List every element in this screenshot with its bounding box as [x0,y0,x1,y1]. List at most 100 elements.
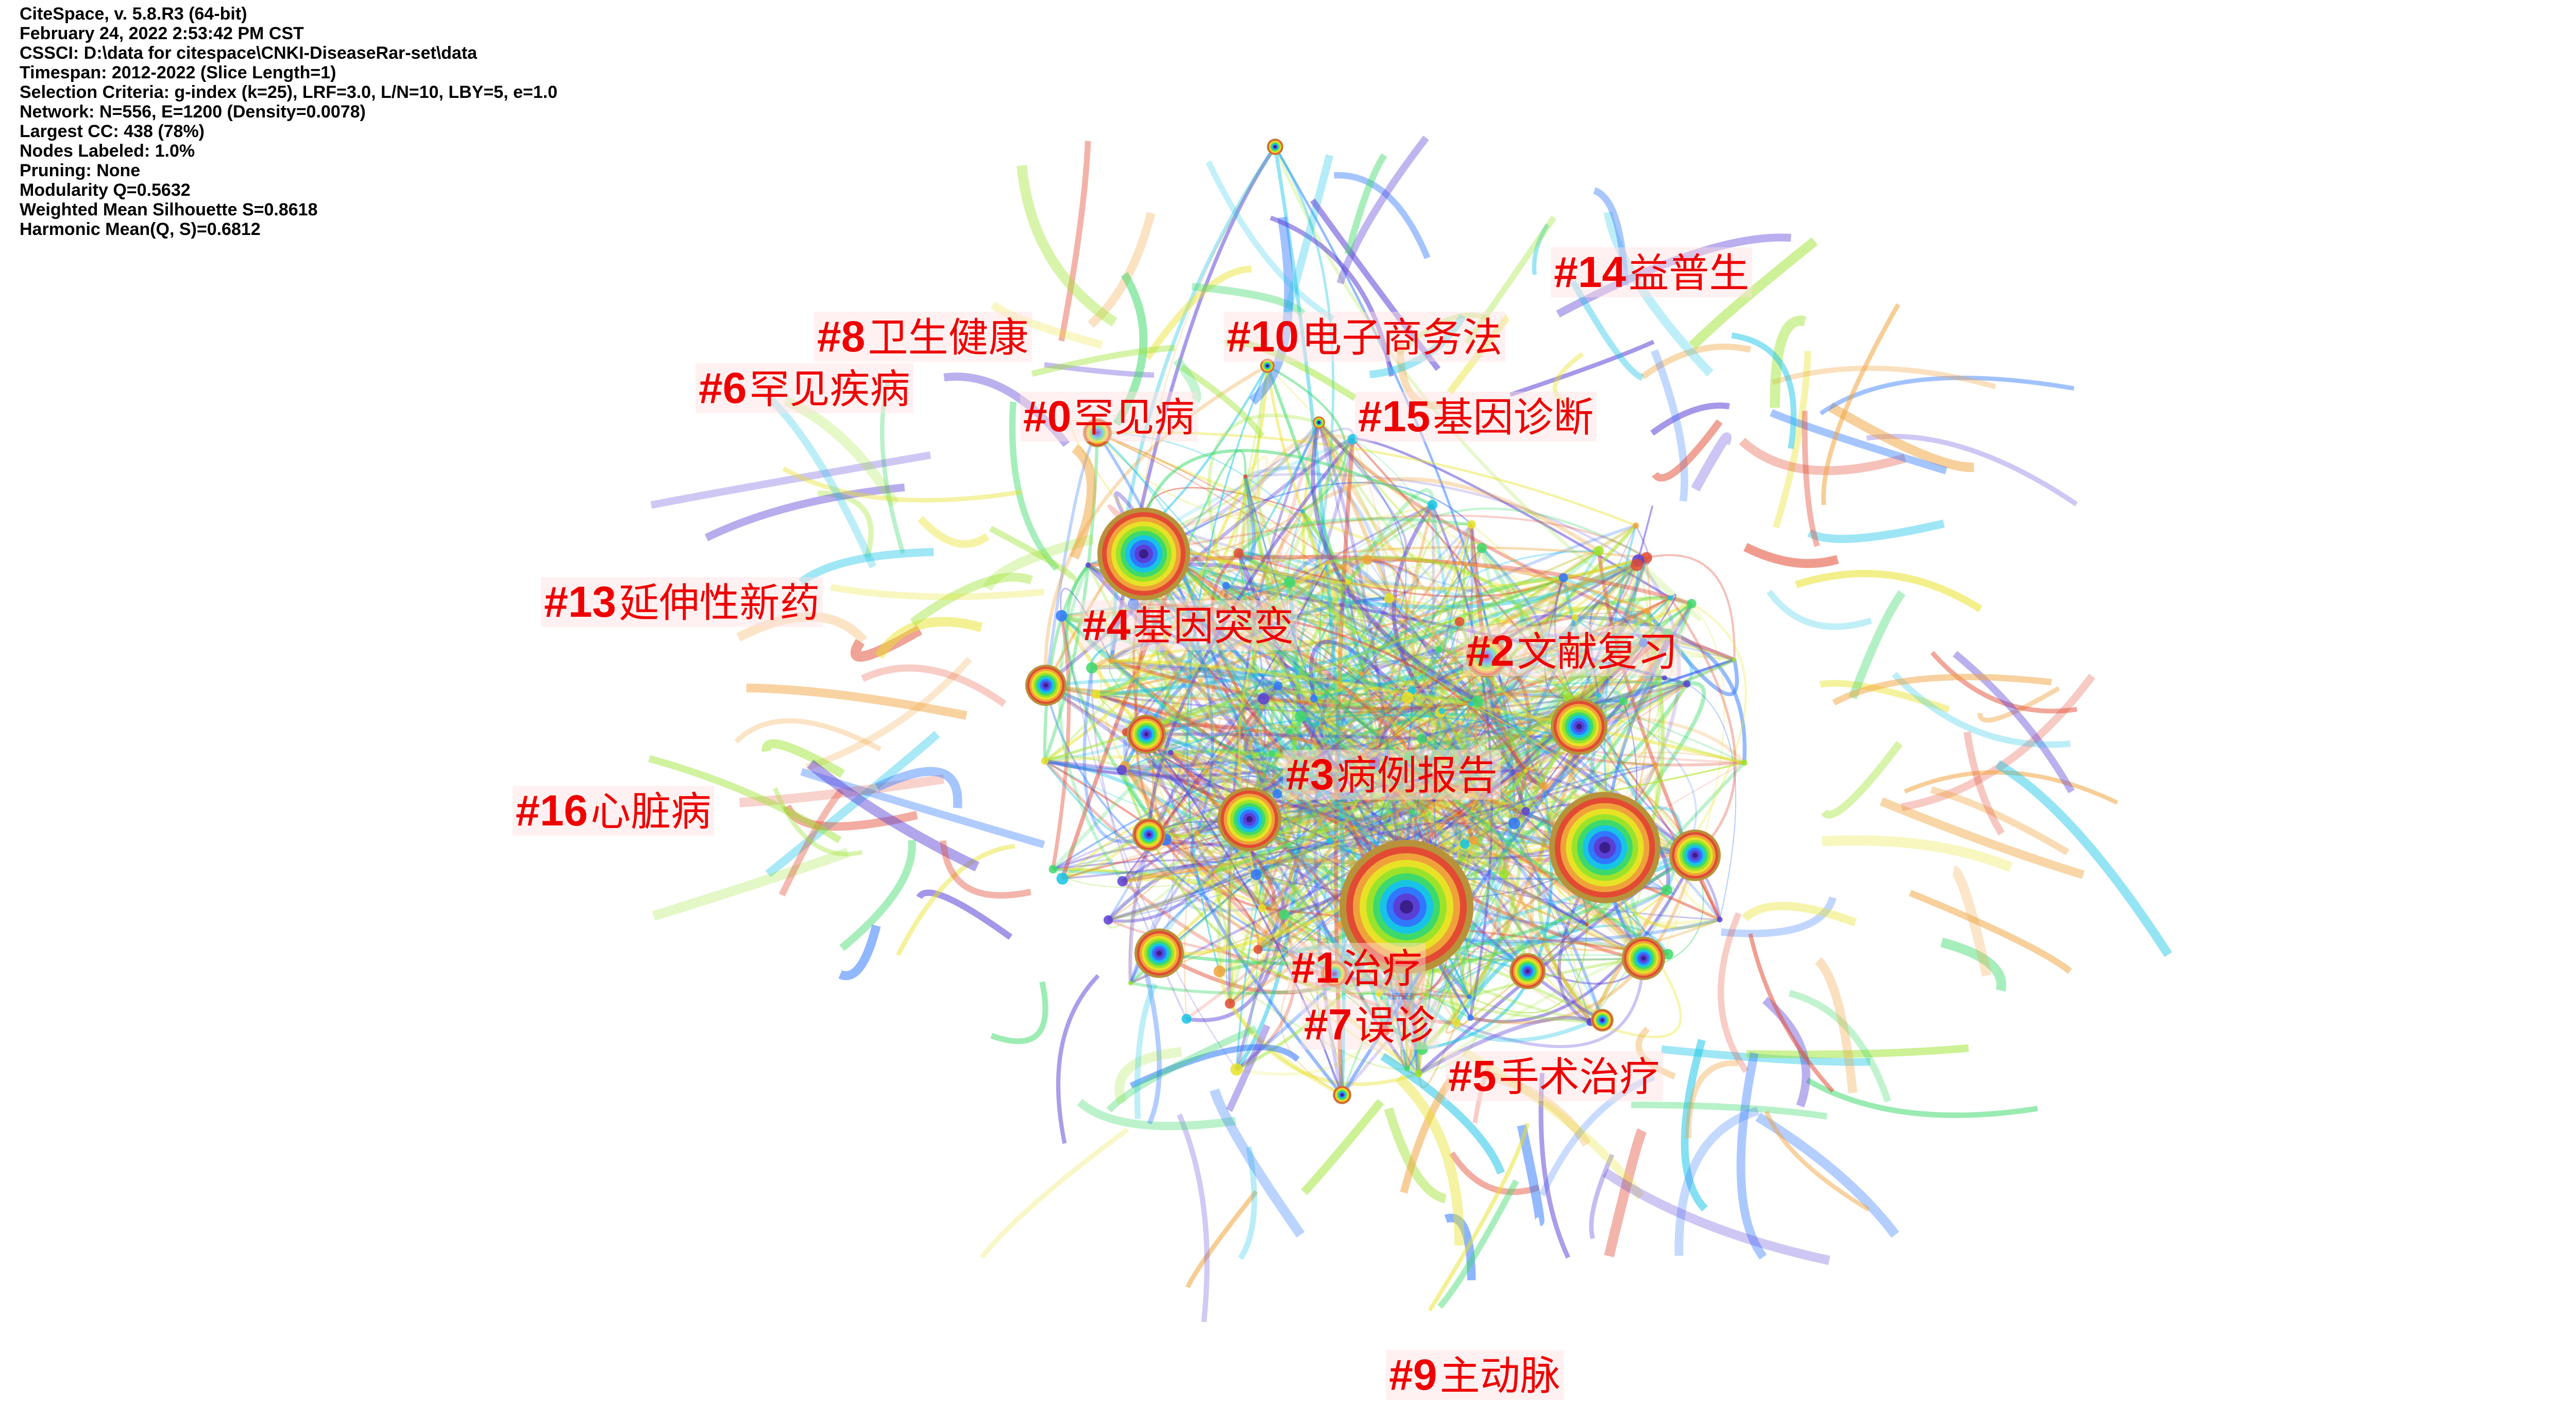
minor-node [1667,595,1673,601]
pruning: Pruning: None [20,161,141,180]
reference-node [1622,937,1665,980]
edge [1313,641,1644,700]
edge [1179,564,1409,1070]
edge [1223,585,1361,777]
minor-node [1347,434,1358,445]
edge [783,396,899,507]
cluster-id: #7 [1304,1000,1352,1049]
edge [1087,564,1478,703]
minor-node [1467,520,1476,529]
cluster-label-16: #16 心脏病 [513,786,715,836]
minor-node [1345,579,1351,584]
edge [1788,990,1891,1103]
edge [1142,522,1335,974]
edge [1375,706,1443,770]
edge [1142,741,1408,1070]
edge [1367,559,1408,764]
minor-node [1384,593,1395,603]
cluster-name: 文献复习 [1517,629,1678,675]
edge [1232,655,1487,825]
edge [1108,752,1191,921]
edge [1273,146,1346,1095]
edge [1091,558,1368,670]
edge [1240,476,1251,820]
edge [940,840,1032,899]
edge [1391,787,1662,966]
edge [1170,698,1265,765]
reference-node [1097,508,1190,600]
edge [1513,823,1668,921]
edge [1645,610,1739,697]
edge [1248,510,1304,615]
minor-node [1596,692,1601,698]
edge [1244,466,1391,599]
nodes-labeled: Nodes Labeled: 1.0% [20,141,195,161]
reference-node [1267,139,1283,155]
edge [1097,432,1361,777]
edge [1129,648,1440,984]
edge [1651,349,1688,502]
edge [1225,365,1268,586]
edge [1411,564,1638,813]
edge [1819,376,2075,416]
edge [1291,559,1369,842]
edge [1229,764,1656,1004]
edge [1743,543,1839,568]
cluster-name: 罕见疾病 [749,366,910,413]
edge [1433,597,1672,802]
minor-node [1181,1014,1192,1024]
edge [1128,684,1279,983]
edge [1301,510,1367,701]
edge [1261,597,1671,910]
edge [1287,555,1391,600]
edge [1977,686,2060,723]
cluster-label-6: #6 罕见疾病 [696,363,913,413]
edge [1225,585,1645,960]
minor-node [1268,750,1276,757]
edge [1095,476,1247,697]
edge [1815,957,1857,1094]
edge [1503,873,1720,952]
edge [1468,924,1588,1014]
edge [798,548,934,586]
minor-node [1662,675,1667,681]
edge [1348,559,1640,593]
edge [1334,972,1428,1050]
edge [805,656,972,771]
minor-node [1048,865,1058,874]
edge [1312,597,1389,699]
minor-node [1477,543,1487,553]
edge [1164,748,1378,840]
edge [1395,1074,1465,1246]
edge [1196,759,1445,863]
edge [1422,715,1745,764]
edge [1439,711,1512,998]
edge [1272,710,1443,755]
edge [1111,658,1745,765]
edge [1603,681,1706,849]
edge [1096,431,1735,662]
edge [1196,550,1600,834]
edge [1177,1113,1210,1323]
edge [1053,868,1420,1074]
edge [1090,581,1290,668]
edge [1044,362,1155,378]
minor-node [1467,1015,1474,1021]
edge [1058,141,1091,342]
edge [734,718,882,752]
cluster-label-5: #5 手术治疗 [1445,1051,1663,1101]
edge [1318,550,1599,796]
cluster-name: 基因诊断 [1433,395,1594,441]
edge [1488,603,1693,680]
edge [1437,1179,1519,1309]
edge [1088,564,1599,698]
edge [1360,610,1647,674]
edge [1031,345,1175,377]
edge [1125,732,1224,853]
cluster-label-2: #2 文献复习 [1463,626,1681,676]
edge [943,373,1070,447]
edge [1575,615,1747,763]
edge [1879,797,2084,879]
edge [1070,444,1097,560]
